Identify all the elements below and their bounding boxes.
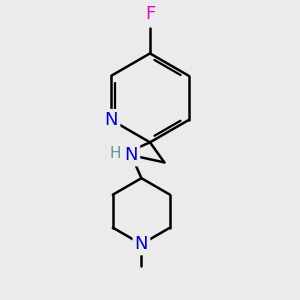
Text: F: F [145,5,155,23]
Text: N: N [135,235,148,253]
Text: H: H [110,146,121,161]
Text: N: N [124,146,138,164]
Text: N: N [105,111,118,129]
